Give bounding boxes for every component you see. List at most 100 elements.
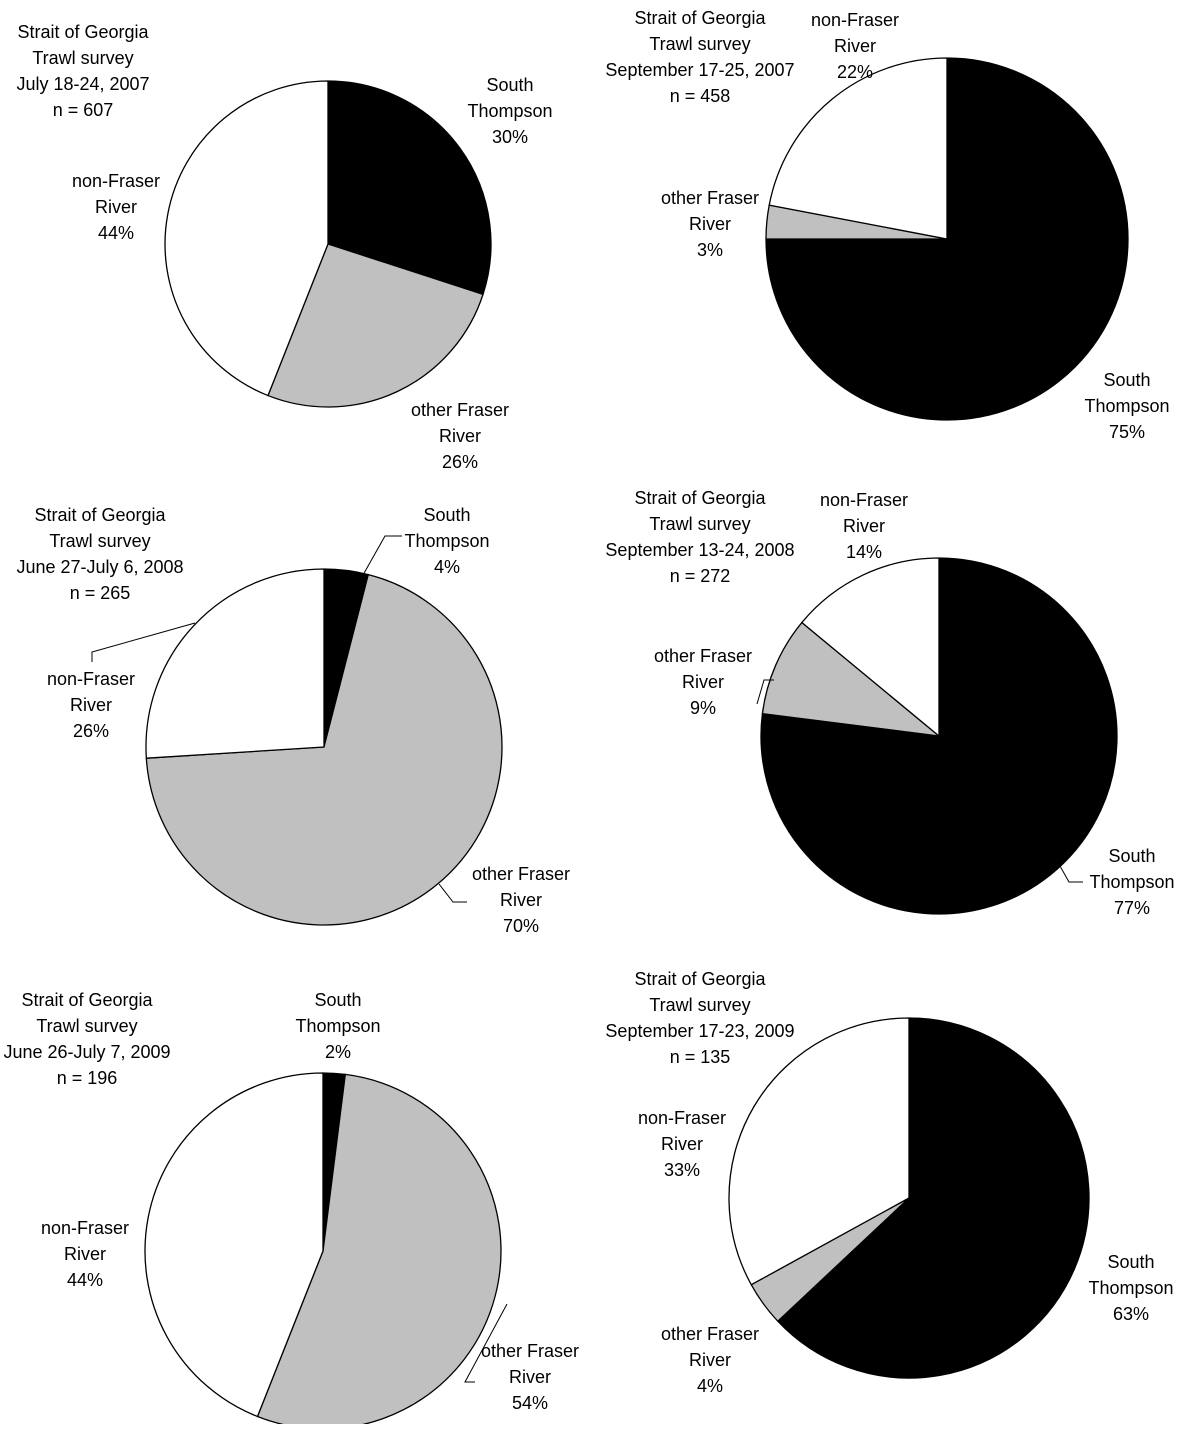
slice-percent-label: 3% [697,240,723,260]
chart-title-line: Trawl survey [649,514,750,534]
slice-category-label: Thompson [467,101,552,121]
slice-category-label: River [689,214,731,234]
pie-chart-2: Strait of Georgia Trawl survey September 1… [605,8,1169,442]
pie-slice-non-fraser-river [768,57,948,240]
slice-label-non-fraser-river: non-Fraser River 22% [811,10,899,82]
chart-title-line: n = 607 [53,100,114,120]
slice-label-south-thompson: South Thompson 77% [1089,846,1174,918]
chart-title-line: Trawl survey [649,995,750,1015]
chart-title: Strait of Georgia Trawl survey June 27-Jul… [16,505,183,603]
slice-category-label: South [314,990,361,1010]
slice-label-south-thompson: South Thompson 4% [404,505,489,577]
chart-title: Strait of Georgia Trawl survey September 1… [605,488,794,586]
slice-category-label: River [682,672,724,692]
slice-category-label: Thompson [1089,872,1174,892]
slice-percent-label: 75% [1109,422,1145,442]
slice-label-other-fraser-river: other Fraser River 26% [411,400,509,472]
slice-category-label: Thompson [295,1016,380,1036]
pie-slice-non-fraser-river [728,1017,910,1286]
pie-chart-1: Strait of Georgia Trawl survey July 18-24,… [16,22,552,472]
slice-percent-label: 26% [73,721,109,741]
pie-slice-south-thompson [765,57,1129,421]
slice-category-label: South [1103,370,1150,390]
pie-slice-south-thompson [760,557,1118,915]
slice-percent-label: 54% [512,1393,548,1413]
slice-percent-label: 44% [98,223,134,243]
slice-category-label: other Fraser [411,400,509,420]
label-leader-line [438,883,467,903]
slice-category-label: other Fraser [661,188,759,208]
slice-label-non-fraser-river: non-Fraser River 33% [638,1108,726,1180]
slice-category-label: River [95,197,137,217]
slice-percent-label: 26% [442,452,478,472]
pie-slice-other-fraser-river [145,573,503,926]
chart-title-line: June 26-July 7, 2009 [3,1042,170,1062]
slice-category-label: non-Fraser [41,1218,129,1238]
chart-title-line: n = 196 [57,1068,118,1088]
chart-title-line: Trawl survey [36,1016,137,1036]
slice-category-label: River [509,1367,551,1387]
chart-title: Strait of Georgia Trawl survey June 26-Jul… [3,990,170,1088]
pie-slice-other-fraser-river [761,621,940,737]
slice-category-label: non-Fraser [820,490,908,510]
slice-category-label: non-Fraser [811,10,899,30]
pie-chart-5: Strait of Georgia Trawl survey June 26-Jul… [3,990,579,1429]
slice-percent-label: 33% [664,1160,700,1180]
chart-title-line: n = 135 [670,1047,731,1067]
slice-percent-label: 22% [837,62,873,82]
chart-title-line: September 17-25, 2007 [605,60,794,80]
slice-percent-label: 14% [846,542,882,562]
slice-label-non-fraser-river: non-Fraser River 14% [820,490,908,562]
slice-category-label: River [500,890,542,910]
slice-label-south-thompson: South Thompson 30% [467,75,552,147]
chart-title-line: Strait of Georgia [17,22,149,42]
chart-title-line: June 27-July 6, 2008 [16,557,183,577]
slice-category-label: South [486,75,533,95]
pie-slice-south-thompson [327,80,492,296]
slice-category-label: other Fraser [472,864,570,884]
pie-slice-south-thompson [777,1017,1090,1379]
chart-title-line: Trawl survey [49,531,150,551]
slice-label-non-fraser-river: non-Fraser River 44% [41,1218,129,1290]
slice-label-non-fraser-river: non-Fraser River 44% [72,171,160,243]
label-leader-line [362,535,402,576]
pie-slice-other-fraser-river [267,243,484,408]
chart-title: Strait of Georgia Trawl survey July 18-24,… [16,22,149,120]
chart-title: Strait of Georgia Trawl survey September 1… [605,969,794,1067]
pie-chart-3: Strait of Georgia Trawl survey June 27-Jul… [16,505,570,936]
slice-label-other-fraser-river: other Fraser River 54% [481,1341,579,1413]
slice-percent-label: 44% [67,1270,103,1290]
chart-title-line: n = 458 [670,86,731,106]
pie-slice-non-fraser-river [801,557,940,737]
slice-label-south-thompson: South Thompson 2% [295,990,380,1062]
label-leader-line [91,622,196,662]
slice-category-label: Thompson [1088,1278,1173,1298]
slice-percent-label: 9% [690,698,716,718]
chart-title-line: September 13-24, 2008 [605,540,794,560]
slice-percent-label: 4% [697,1376,723,1396]
label-leader-line [756,679,774,705]
slice-category-label: River [439,426,481,446]
slice-category-label: River [689,1350,731,1370]
chart-title-line: Strait of Georgia [21,990,153,1010]
slice-label-other-fraser-river: other Fraser River 9% [654,646,752,718]
chart-title-line: Strait of Georgia [34,505,166,525]
slice-percent-label: 4% [434,557,460,577]
slice-label-non-fraser-river: non-Fraser River 26% [47,669,135,741]
slice-category-label: River [661,1134,703,1154]
pie-chart-4: Strait of Georgia Trawl survey September 1… [605,488,1174,918]
slice-percent-label: 77% [1114,898,1150,918]
chart-title-line: July 18-24, 2007 [16,74,149,94]
label-leader-line [1059,865,1083,883]
label-leader-line [464,1303,508,1383]
slice-category-label: Thompson [1084,396,1169,416]
chart-title-line: Trawl survey [32,48,133,68]
slice-percent-label: 2% [325,1042,351,1062]
slice-percent-label: 30% [492,127,528,147]
slice-category-label: other Fraser [654,646,752,666]
chart-title-line: Strait of Georgia [634,488,766,508]
chart-title-line: Trawl survey [649,34,750,54]
slice-label-south-thompson: South Thompson 75% [1084,370,1169,442]
slice-category-label: non-Fraser [47,669,135,689]
pie-slice-non-fraser-river [164,80,329,397]
